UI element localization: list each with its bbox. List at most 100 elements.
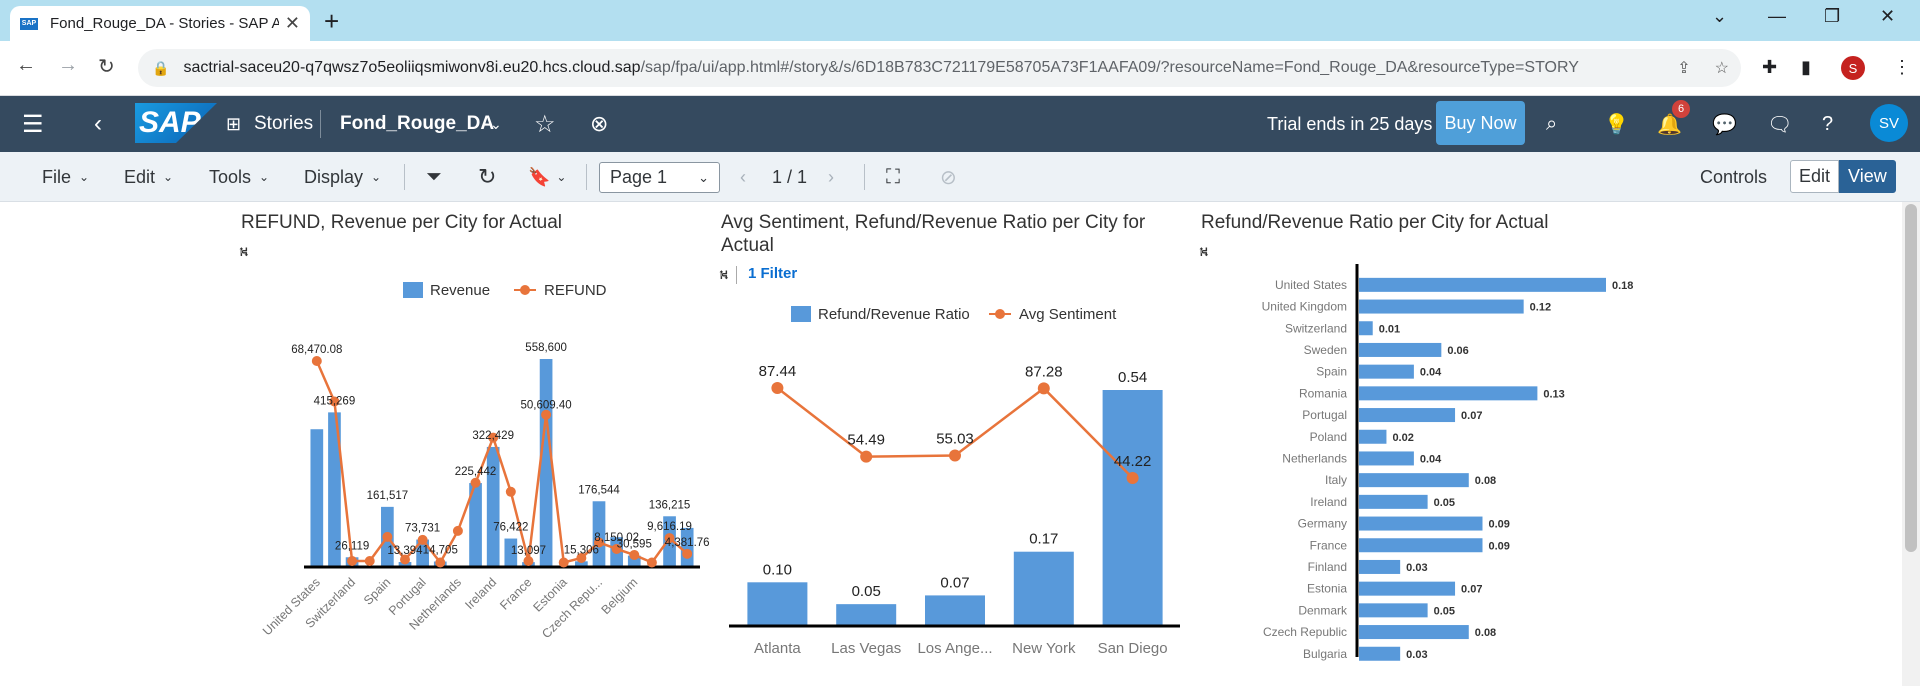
data-label: 161,517 bbox=[367, 490, 409, 502]
y-tick-label: Italy bbox=[1325, 473, 1347, 487]
sentiment-point bbox=[949, 449, 961, 462]
ratio-bar bbox=[1359, 516, 1483, 531]
legend-label-revenue: Revenue bbox=[430, 282, 490, 299]
file-menu[interactable]: File ⌄ bbox=[42, 166, 90, 187]
y-tick-label: Sweden bbox=[1304, 343, 1347, 357]
url-text: sactrial-saceu20-q7qwsz7o5eoliiqsmiwonv8… bbox=[183, 59, 1579, 76]
help-icon[interactable]: ? bbox=[1822, 112, 1834, 135]
page-select[interactable]: Page 1 ⌄ bbox=[599, 162, 720, 193]
chart2-hierarchy-icon[interactable]: ⛕ bbox=[719, 267, 729, 282]
lightbulb-icon[interactable]: 💡 bbox=[1604, 113, 1629, 136]
back-icon[interactable]: ← bbox=[16, 54, 36, 76]
bar-label: 0.04 bbox=[1420, 453, 1442, 465]
close-tab-icon[interactable]: ✕ bbox=[284, 13, 300, 33]
scrollbar-thumb[interactable] bbox=[1905, 204, 1917, 552]
address-bar[interactable]: 🔒 sactrial-saceu20-q7qwsz7o5eoliiqsmiwon… bbox=[138, 49, 1741, 87]
legend-swatch-ratio bbox=[791, 306, 811, 322]
restore-icon[interactable]: ❐ bbox=[1824, 6, 1841, 26]
ratio-bar bbox=[836, 604, 897, 626]
sentiment-point bbox=[860, 450, 873, 463]
controls-button[interactable]: Controls bbox=[1700, 166, 1768, 187]
y-tick-label: Czech Republic bbox=[1263, 625, 1347, 639]
disabled-action-icon[interactable]: ⊘ bbox=[940, 166, 957, 189]
data-label: 8,150.02 bbox=[594, 532, 639, 544]
browser-menu-icon[interactable]: ⋮ bbox=[1893, 57, 1911, 77]
filter-icon[interactable]: ⏷ bbox=[426, 165, 442, 188]
ratio-bar bbox=[1359, 625, 1469, 640]
hamburger-menu-icon[interactable]: ☰ bbox=[22, 110, 44, 138]
bookmark-star-icon[interactable]: ☆ bbox=[1714, 60, 1729, 77]
user-avatar[interactable]: SV bbox=[1870, 104, 1908, 142]
close-window-icon[interactable]: ✕ bbox=[1880, 6, 1896, 26]
legend-label-refund: REFUND bbox=[544, 282, 607, 299]
stories-label[interactable]: Stories bbox=[254, 113, 314, 134]
ratio-bar bbox=[1359, 321, 1373, 336]
tab-search-icon[interactable]: ⌄ bbox=[1712, 6, 1728, 26]
ratio-bar bbox=[1359, 277, 1606, 292]
chart3-hierarchy-icon[interactable]: ⛕ bbox=[1199, 244, 1209, 259]
view-mode-button[interactable]: View bbox=[1839, 160, 1896, 193]
toolbar-separator bbox=[404, 164, 405, 190]
chart2-filter-link[interactable]: 1 Filter bbox=[748, 265, 798, 282]
refresh-icon[interactable]: ↻ bbox=[478, 164, 497, 189]
refund-point bbox=[523, 555, 534, 566]
sap-shell-bar: ☰ ‹ SAP ⊞ Stories Fond_Rouge_DA ⌄ ☆ ⊗ Tr… bbox=[0, 96, 1920, 152]
fullscreen-icon[interactable]: ⛶ bbox=[886, 165, 900, 188]
data-label: 415,269 bbox=[314, 395, 356, 407]
x-tick-label: San Diego bbox=[1098, 640, 1168, 657]
search-icon[interactable]: ⌕ bbox=[1546, 112, 1558, 135]
refund-point bbox=[488, 432, 499, 443]
browser-tab[interactable]: SAP Fond_Rouge_DA - Stories - SAP Analyt… bbox=[10, 6, 310, 41]
bar-label: 0.05 bbox=[852, 583, 881, 600]
y-tick-label: Romania bbox=[1299, 386, 1347, 400]
ratio-bar bbox=[1359, 494, 1428, 509]
bar-label: 0.09 bbox=[1489, 519, 1510, 531]
minimize-icon[interactable]: — bbox=[1768, 6, 1786, 26]
forward-icon[interactable]: → bbox=[58, 54, 78, 76]
share-icon[interactable]: ⇪ bbox=[1677, 60, 1691, 77]
next-page-icon[interactable]: › bbox=[828, 166, 834, 187]
buy-now-button[interactable]: Buy Now bbox=[1436, 101, 1525, 145]
y-tick-label: Bulgaria bbox=[1303, 647, 1347, 661]
data-label: 136,215 bbox=[649, 499, 691, 511]
bar-label: 0.07 bbox=[940, 574, 969, 591]
refund-point bbox=[541, 409, 552, 420]
display-menu[interactable]: Display ⌄ bbox=[304, 166, 382, 187]
bar-label: 0.54 bbox=[1118, 369, 1147, 386]
sap-favicon-icon: SAP bbox=[20, 17, 38, 30]
favorite-star-icon[interactable]: ☆ bbox=[534, 110, 556, 138]
chart1-hierarchy-icon[interactable]: ⛕ bbox=[239, 244, 249, 259]
toolbar-separator bbox=[586, 164, 587, 190]
browser-tab-strip: SAP Fond_Rouge_DA - Stories - SAP Analyt… bbox=[0, 0, 1920, 41]
y-tick-label: United Kingdom bbox=[1262, 300, 1347, 314]
tools-menu[interactable]: Tools ⌄ bbox=[209, 166, 270, 187]
story-name[interactable]: Fond_Rouge_DA bbox=[340, 113, 495, 134]
reload-icon[interactable]: ↻ bbox=[98, 56, 115, 78]
bar-label: 0.06 bbox=[1447, 345, 1468, 357]
story-menu-chevron-icon[interactable]: ⌄ bbox=[490, 115, 502, 132]
bar-label: 0.05 bbox=[1434, 605, 1455, 617]
revenue-bar bbox=[469, 483, 482, 567]
close-story-icon[interactable]: ⊗ bbox=[590, 111, 609, 136]
notifications-bell-icon[interactable]: 🔔 bbox=[1657, 113, 1682, 136]
bar-label: 0.10 bbox=[763, 561, 792, 578]
discussions-icon[interactable]: 💬 bbox=[1712, 113, 1737, 136]
side-panel-icon[interactable]: ▮ bbox=[1801, 57, 1811, 77]
bar-label: 0.09 bbox=[1489, 540, 1510, 552]
ratio-bar bbox=[1359, 429, 1387, 444]
y-tick-label: Poland bbox=[1310, 430, 1347, 444]
revenue-bar bbox=[328, 412, 341, 567]
profile-avatar[interactable]: S bbox=[1841, 56, 1865, 80]
new-tab-icon[interactable]: + bbox=[324, 6, 340, 36]
extensions-icon[interactable]: ✚ bbox=[1762, 57, 1778, 77]
bookmark-icon[interactable]: 🔖 ⌄ bbox=[528, 166, 567, 187]
story-toolbar: File ⌄ Edit ⌄ Tools ⌄ Display ⌄ ⏷ ↻ 🔖 ⌄ Page … bbox=[0, 152, 1920, 202]
previous-page-icon[interactable]: ‹ bbox=[740, 166, 746, 187]
lock-icon: 🔒 bbox=[152, 59, 170, 76]
back-nav-icon[interactable]: ‹ bbox=[94, 110, 102, 137]
refund-point bbox=[452, 525, 463, 536]
edit-mode-button[interactable]: Edit bbox=[1790, 160, 1840, 193]
edit-menu[interactable]: Edit ⌄ bbox=[124, 166, 174, 187]
chart2-title: Avg Sentiment, Refund/Revenue Ratio per … bbox=[721, 212, 1146, 256]
feedback-icon[interactable]: 🗨 bbox=[1767, 113, 1793, 136]
